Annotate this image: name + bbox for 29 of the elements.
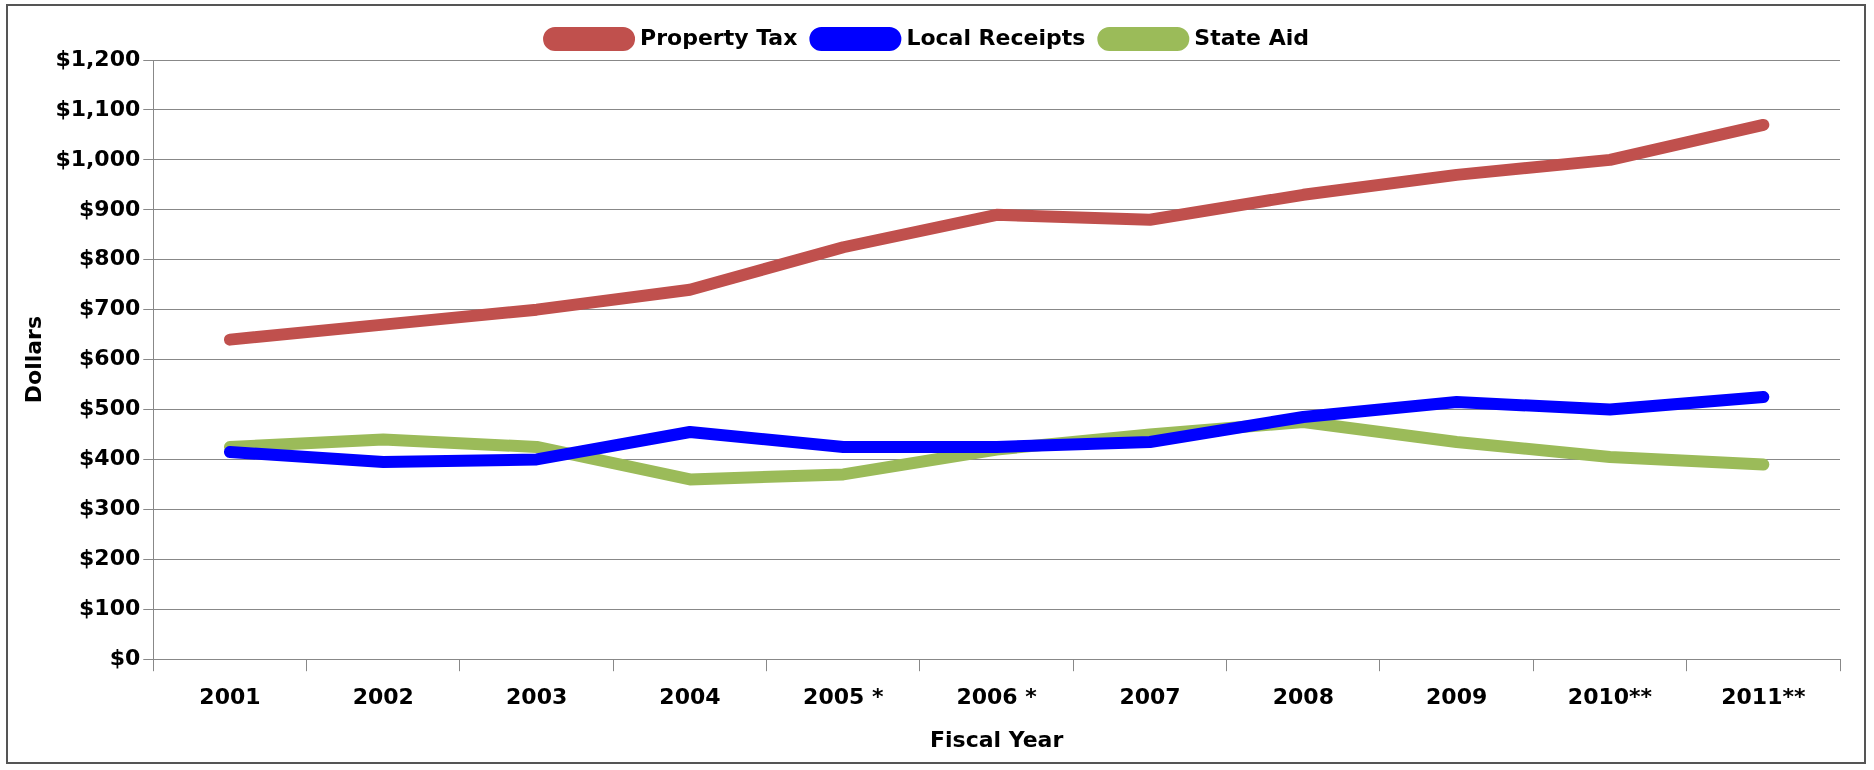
y-tick-label: $500 — [79, 395, 141, 421]
x-tick-label: 2004 — [659, 684, 721, 710]
y-tick-label: $1,200 — [55, 45, 141, 71]
y-tick-label: $800 — [79, 245, 141, 271]
legend-label: Local Receipts — [906, 24, 1086, 50]
y-tick-label: $600 — [79, 345, 141, 371]
y-axis-title: Dollars — [20, 315, 46, 404]
x-tick-label: 2011** — [1721, 684, 1806, 710]
y-tick-label: $1,000 — [55, 145, 141, 171]
x-tick-label: 2002 — [352, 684, 414, 710]
y-tick-label: $300 — [79, 495, 141, 521]
x-tick-label: 2010** — [1567, 684, 1653, 710]
y-tick-label: $400 — [79, 445, 141, 471]
x-tick-label: 2003 — [506, 684, 568, 710]
x-axis-title: Fiscal Year — [930, 726, 1064, 752]
x-tick-label: 2007 — [1119, 684, 1181, 710]
x-tick-label: 2006 * — [956, 684, 1038, 710]
x-tick-label: 2008 — [1272, 684, 1334, 710]
y-tick-label: $900 — [79, 195, 141, 221]
y-tick-label: $100 — [79, 594, 141, 620]
legend-label: State Aid — [1194, 24, 1309, 50]
y-tick-label: $1,100 — [55, 95, 141, 121]
y-tick-label: $700 — [79, 295, 141, 321]
y-tick-label: $200 — [79, 545, 141, 571]
x-tick-label: 2001 — [199, 684, 261, 710]
x-tick-label: 2009 — [1426, 684, 1488, 710]
y-tick-label: $0 — [109, 644, 141, 670]
legend-label: Property Tax — [640, 24, 798, 50]
x-tick-label: 2005 * — [803, 684, 884, 710]
